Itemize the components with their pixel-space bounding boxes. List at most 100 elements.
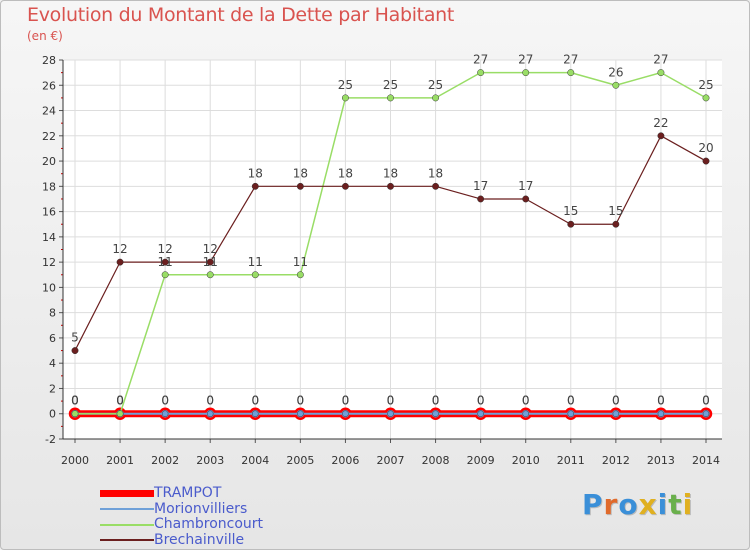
y-tick-label: 16: [42, 206, 56, 219]
data-point-morionvilliers: [477, 410, 484, 417]
data-label-brechainville: 15: [608, 204, 623, 218]
data-point-chambroncourt: [71, 410, 79, 418]
data-point-chambroncourt: [702, 94, 710, 102]
data-point-chambroncourt: [387, 94, 394, 102]
data-point-chambroncourt: [432, 94, 440, 102]
data-label-brechainville: 15: [563, 204, 578, 218]
data-point-morionvilliers: [567, 410, 575, 417]
data-point-brechainville: [612, 220, 620, 228]
plot-area: [63, 60, 722, 439]
x-tick-label: 2007: [377, 454, 405, 467]
y-tick-label: 4: [49, 357, 56, 370]
y-tick-label: 12: [42, 256, 56, 269]
data-label-trampot: 0: [432, 394, 440, 408]
data-label-chambroncourt: 11: [203, 255, 218, 269]
data-label-morionvilliers: 0: [71, 394, 79, 408]
data-point-morionvilliers: [612, 410, 620, 417]
y-tick-label: 6: [49, 332, 56, 345]
y-tick-label: 22: [42, 130, 56, 143]
x-tick-label: 2002: [151, 454, 179, 467]
x-tick-label: 2012: [602, 454, 630, 467]
data-point-brechainville: [251, 182, 259, 190]
data-label-morionvilliers: 0: [206, 394, 214, 408]
data-label-chambroncourt: 25: [338, 78, 353, 92]
data-point-brechainville: [657, 132, 665, 140]
data-point-brechainville: [567, 220, 575, 228]
data-label-trampot: 0: [702, 394, 710, 408]
data-label-trampot: 0: [612, 394, 620, 408]
data-point-brechainville: [702, 157, 710, 165]
data-label-trampot: 0: [657, 394, 665, 408]
data-point-chambroncourt: [116, 410, 124, 418]
y-tick-label: 20: [42, 155, 56, 168]
data-label-brechainville: 17: [518, 179, 533, 193]
data-label-brechainville: 18: [383, 166, 398, 180]
legend-label: TRAMPOT: [154, 485, 222, 501]
data-point-brechainville: [116, 258, 124, 266]
data-point-brechainville: [206, 258, 214, 266]
data-point-brechainville: [432, 182, 440, 190]
data-point-chambroncourt: [251, 271, 259, 279]
data-point-chambroncourt: [161, 271, 169, 279]
data-label-trampot: 0: [387, 394, 395, 408]
x-tick-label: 2003: [196, 454, 224, 467]
legend-item-morionvilliers: Morionvilliers: [100, 500, 263, 518]
data-label-morionvilliers: 0: [612, 394, 620, 408]
data-point-chambroncourt: [296, 271, 304, 279]
legend-swatch: [100, 490, 154, 498]
data-point-morionvilliers: [342, 410, 349, 417]
data-point-morionvilliers: [206, 410, 214, 417]
data-label-brechainville: 18: [248, 166, 263, 180]
data-point-chambroncourt: [477, 69, 485, 77]
data-label-trampot: 0: [116, 394, 124, 408]
data-label-chambroncourt: 25: [383, 78, 398, 92]
data-point-morionvilliers: [297, 410, 304, 417]
data-point-chambroncourt: [657, 69, 665, 77]
x-tick-label: 2010: [512, 454, 540, 467]
data-label-chambroncourt: 26: [608, 65, 623, 79]
y-tick-label: 26: [42, 79, 56, 92]
data-label-morionvilliers: 0: [116, 394, 124, 408]
data-label-trampot: 0: [251, 394, 259, 408]
y-tick-label: -2: [45, 433, 56, 446]
data-label-morionvilliers: 0: [342, 394, 350, 408]
data-label-morionvilliers: 0: [297, 394, 305, 408]
legend-swatch: [100, 523, 154, 526]
data-point-brechainville: [387, 182, 394, 190]
chart-title: Evolution du Montant de la Dette par Hab…: [27, 4, 455, 26]
data-point-morionvilliers: [702, 410, 710, 417]
y-tick-label: 2: [49, 382, 56, 395]
y-tick-label: 24: [42, 105, 56, 118]
data-label-brechainville: 20: [698, 141, 713, 155]
data-label-chambroncourt: 11: [293, 255, 308, 269]
data-label-trampot: 0: [567, 394, 575, 408]
data-point-chambroncourt: [567, 69, 575, 77]
x-tick-label: 2013: [647, 454, 675, 467]
data-point-morionvilliers: [252, 410, 259, 417]
legend-label: Chambroncourt: [154, 516, 264, 532]
x-tick-label: 2006: [331, 454, 359, 467]
data-label-brechainville: 17: [473, 179, 488, 193]
x-tick-label: 2014: [692, 454, 720, 467]
data-label-brechainville: 12: [112, 242, 127, 256]
y-tick-label: 28: [42, 54, 56, 67]
x-tick-label: 2005: [286, 454, 314, 467]
data-point-brechainville: [477, 195, 485, 203]
data-label-brechainville: 22: [653, 116, 668, 130]
legend-item-trampot: TRAMPOT: [100, 485, 263, 502]
data-point-brechainville: [341, 182, 349, 190]
data-label-chambroncourt: 0: [71, 394, 79, 408]
data-point-brechainville: [296, 182, 304, 190]
y-tick-label: 0: [49, 408, 56, 421]
data-label-trampot: 0: [477, 394, 485, 408]
data-label-chambroncourt: 27: [518, 53, 533, 67]
x-tick-label: 2008: [422, 454, 450, 467]
legend-item-chambroncourt: Chambroncourt: [100, 516, 264, 533]
data-label-brechainville: 12: [203, 242, 218, 256]
x-tick-label: 2001: [106, 454, 134, 467]
legend-item-brechainville: Brechainville: [100, 531, 263, 549]
legend-label: Brechainville: [154, 531, 245, 548]
data-label-morionvilliers: 0: [657, 394, 665, 408]
data-label-chambroncourt: 25: [698, 78, 713, 92]
legend-label: Morionvilliers: [154, 500, 248, 517]
